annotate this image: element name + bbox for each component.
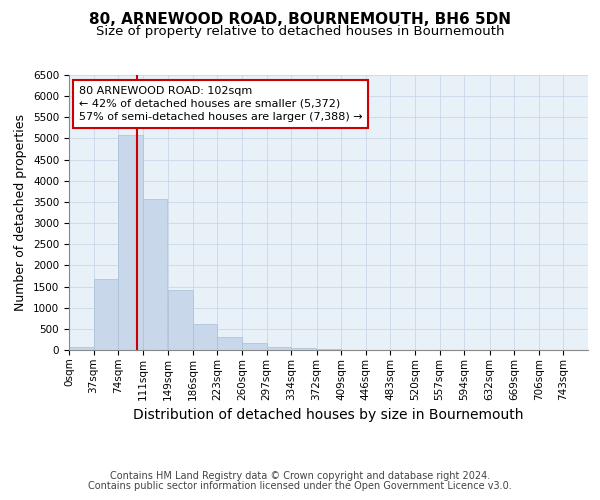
Bar [317, 348, 341, 350]
Y-axis label: Number of detached properties: Number of detached properties [14, 114, 28, 311]
Bar [143, 198, 167, 350]
X-axis label: Distribution of detached houses by size in Bournemouth: Distribution of detached houses by size … [133, 408, 524, 422]
Bar [291, 348, 316, 350]
Bar [193, 324, 217, 350]
Bar [118, 135, 143, 350]
Bar [266, 347, 291, 350]
Text: Size of property relative to detached houses in Bournemouth: Size of property relative to detached ho… [96, 25, 504, 38]
Bar [168, 290, 193, 350]
Text: Contains public sector information licensed under the Open Government Licence v3: Contains public sector information licen… [88, 481, 512, 491]
Bar [217, 338, 242, 350]
Text: 80, ARNEWOOD ROAD, BOURNEMOUTH, BH6 5DN: 80, ARNEWOOD ROAD, BOURNEMOUTH, BH6 5DN [89, 12, 511, 28]
Bar [242, 344, 266, 350]
Bar [94, 280, 118, 350]
Bar [69, 347, 94, 350]
Text: 80 ARNEWOOD ROAD: 102sqm
← 42% of detached houses are smaller (5,372)
57% of sem: 80 ARNEWOOD ROAD: 102sqm ← 42% of detach… [79, 86, 362, 122]
Text: Contains HM Land Registry data © Crown copyright and database right 2024.: Contains HM Land Registry data © Crown c… [110, 471, 490, 481]
